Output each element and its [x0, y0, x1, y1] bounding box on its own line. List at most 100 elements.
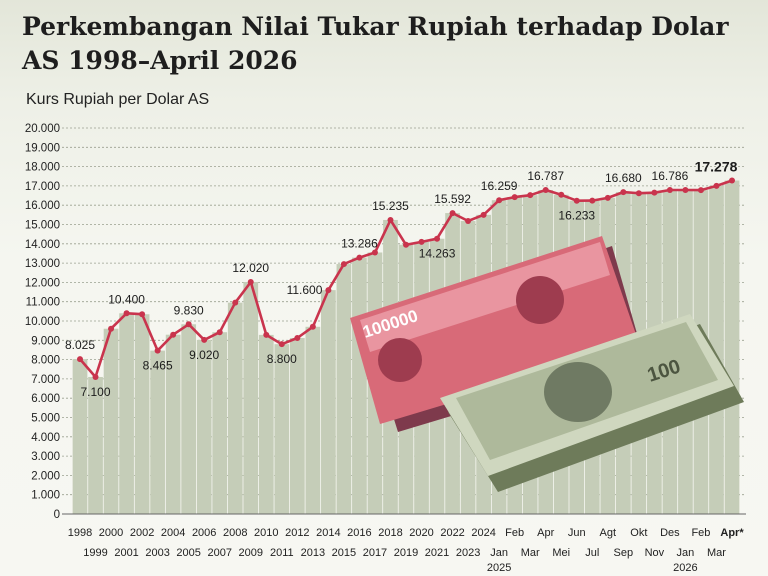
x-tick-label: 2017	[363, 547, 387, 559]
y-tick-label: 11.000	[26, 297, 60, 309]
data-point	[496, 197, 503, 204]
bar	[243, 282, 259, 514]
data-point	[263, 331, 270, 338]
y-tick-label: 0	[54, 509, 60, 521]
data-point	[247, 279, 254, 286]
data-point	[449, 210, 456, 217]
y-tick-label: 8.000	[31, 355, 60, 367]
data-label: 15.235	[372, 199, 409, 213]
x-tick-label: Jul	[585, 547, 599, 559]
x-tick-label: 2008	[223, 527, 247, 539]
data-point	[232, 299, 239, 306]
bar	[289, 337, 305, 514]
data-label: 11.600	[287, 283, 323, 297]
y-tick-label: 19.000	[25, 142, 60, 154]
data-point	[170, 331, 177, 338]
bar	[150, 350, 165, 514]
bar	[88, 376, 103, 514]
data-point	[635, 190, 642, 197]
y-tick-label: 13.000	[25, 258, 60, 270]
bar	[321, 290, 336, 514]
x-tick-label: Nov	[645, 547, 665, 559]
data-label: 16.786	[652, 169, 689, 183]
x-tick-label: 2001	[114, 547, 138, 559]
data-point	[434, 235, 441, 242]
x-tick-label: 2016	[347, 527, 371, 539]
bar	[336, 264, 352, 514]
data-point	[542, 187, 549, 194]
x-tick-label: 2013	[301, 547, 325, 559]
y-tick-label: 2.000	[31, 470, 60, 482]
x-tick-label: 2020	[409, 527, 433, 539]
bar	[212, 332, 228, 514]
data-point	[666, 187, 673, 194]
x-tick-label: Jan	[677, 547, 695, 559]
y-tick-label: 16.000	[25, 200, 60, 212]
data-label: 8.465	[143, 359, 173, 373]
x-tick-label: 1998	[68, 527, 92, 539]
bar	[724, 180, 740, 514]
data-label: 9.020	[189, 348, 219, 362]
data-point	[139, 311, 146, 318]
bar	[181, 324, 197, 514]
x-tick-label: 2002	[130, 527, 154, 539]
bar	[305, 326, 321, 514]
y-tick-label: 4.000	[31, 432, 60, 444]
bar	[119, 313, 134, 514]
dollar-portrait	[544, 362, 612, 422]
x-tick-label: 2015	[332, 547, 356, 559]
x-tick-label: Mar	[707, 547, 726, 559]
data-point	[325, 287, 332, 294]
y-tick-label: 9.000	[31, 335, 60, 347]
data-point	[573, 197, 580, 204]
data-point	[278, 341, 285, 348]
bar	[103, 328, 119, 514]
data-point	[465, 218, 472, 225]
y-tick-label: 20.000	[25, 123, 60, 135]
x-tick-label: Mei	[552, 547, 570, 559]
data-point	[558, 191, 565, 198]
x-tick-label: 2014	[316, 527, 340, 539]
data-point	[589, 197, 596, 204]
chart-subtitle: Kurs Rupiah per Dolar AS	[26, 91, 210, 108]
rupiah-portrait	[378, 338, 422, 382]
data-label: 12.020	[232, 261, 269, 275]
data-point	[309, 323, 316, 330]
x-tick-label: 2018	[378, 527, 402, 539]
data-point	[713, 182, 720, 189]
data-point	[201, 336, 208, 343]
data-point	[294, 334, 301, 341]
bar	[352, 257, 367, 514]
data-point	[77, 356, 83, 363]
y-tick-label: 18.000	[25, 162, 60, 174]
y-tick-label: 1.000	[31, 490, 60, 502]
data-point	[651, 189, 658, 196]
x-tick-label: Jun	[568, 527, 586, 539]
data-point	[682, 186, 689, 193]
x-tick-label: 2011	[270, 547, 294, 559]
y-tick-label: 7.000	[31, 374, 60, 386]
x-tick-label: 2003	[145, 547, 169, 559]
data-label: 16.259	[481, 179, 518, 193]
data-point	[356, 254, 363, 261]
data-point	[216, 329, 223, 336]
bar	[274, 344, 290, 514]
data-point	[154, 347, 161, 354]
data-point	[123, 310, 130, 317]
data-label: 13.286	[341, 237, 378, 251]
bar	[196, 339, 212, 514]
bar	[258, 334, 274, 514]
data-point	[92, 373, 99, 380]
data-point	[511, 194, 518, 201]
x-tick-label: 2006	[192, 527, 216, 539]
data-point	[340, 261, 347, 268]
data-label: 8.800	[267, 352, 297, 366]
x-tick-label: Apr	[537, 527, 554, 539]
rupiah-portrait	[516, 276, 564, 324]
x-tick-label: Apr*	[720, 527, 744, 539]
x-tick-label: Feb	[691, 527, 710, 539]
data-label: 16.680	[605, 171, 642, 185]
